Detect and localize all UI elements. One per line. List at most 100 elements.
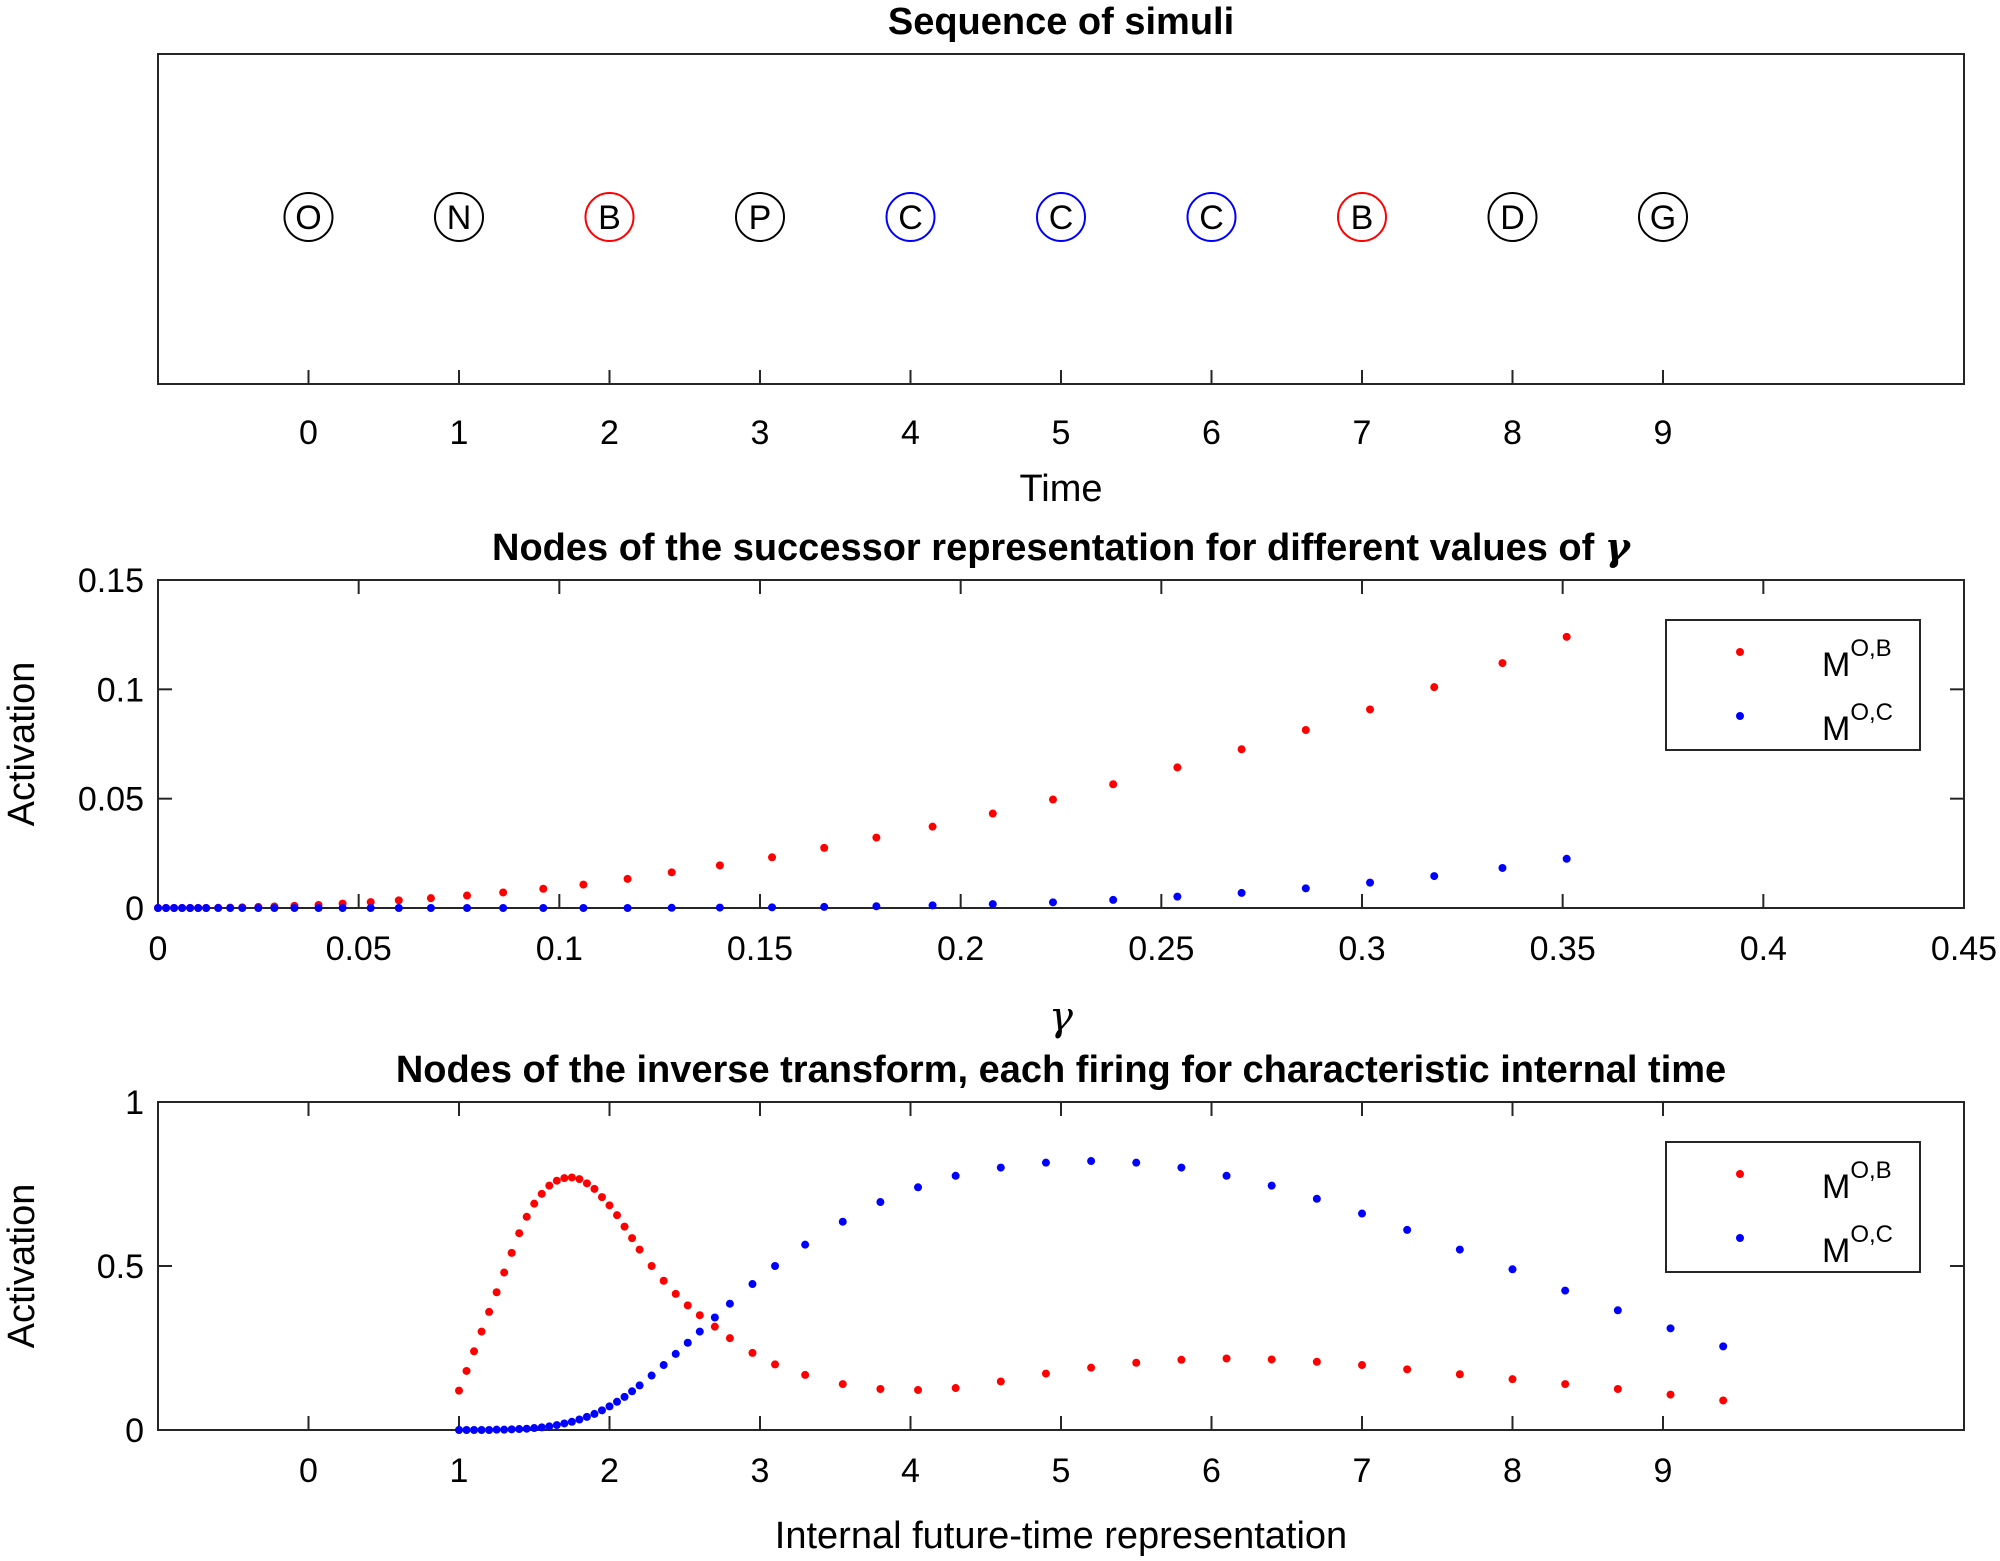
panel2-legend-marker xyxy=(1736,648,1744,656)
panel3-data-point xyxy=(613,1397,622,1406)
panel3-data-point xyxy=(620,1222,629,1231)
panel3-data-point xyxy=(575,1175,584,1184)
panel2-data-point xyxy=(202,904,211,912)
panel2-data-point xyxy=(270,904,279,912)
panel3-data-point xyxy=(876,1198,885,1207)
panel3-data-point xyxy=(530,1424,539,1433)
panel3-data-point xyxy=(876,1385,885,1393)
panel2-x-tick-label: 0.4 xyxy=(1740,930,1787,968)
panel3-data-point xyxy=(671,1289,680,1298)
panel2-y-tick-label: 0.05 xyxy=(78,781,144,819)
panel3-legend-marker xyxy=(1736,1170,1744,1178)
panel3-x-tick-label: 1 xyxy=(450,1452,469,1490)
panel2-data-point xyxy=(715,903,724,912)
panel2-data-point xyxy=(1366,878,1375,887)
panel3-data-point xyxy=(996,1163,1005,1172)
panel3-data-point xyxy=(605,1201,614,1210)
panel3-data-point xyxy=(1358,1209,1366,1218)
panel3-data-point xyxy=(635,1381,644,1390)
panel2-legend-label-base: M xyxy=(1822,710,1850,748)
panel2-data-point xyxy=(1430,872,1439,881)
panel2-data-point xyxy=(366,904,375,912)
panel2-x-tick-label: 0.25 xyxy=(1128,930,1194,968)
panel2-data-point xyxy=(928,822,937,831)
panel3-data-point xyxy=(671,1349,680,1358)
panel3-data-point xyxy=(771,1262,780,1270)
panel3-legend-label-base: M xyxy=(1822,1232,1850,1270)
panel3-data-point xyxy=(635,1245,644,1254)
panel3-data-point xyxy=(582,1179,591,1188)
panel3-data-point xyxy=(530,1199,539,1208)
stimulus-label: O xyxy=(295,199,321,237)
stimulus-label: C xyxy=(1049,199,1074,237)
panel3-data-point xyxy=(560,1419,569,1428)
panel3-data-point xyxy=(567,1173,576,1182)
panel2-x-axis-label: γ xyxy=(1049,994,1073,1040)
stimulus-sequence-panel: Sequence of simuli O N B P C C C B D G 0 1 2 3 4 5 6 7 8 9… xyxy=(157,1,1965,510)
panel2-data-point xyxy=(499,904,508,912)
panel3-data-point xyxy=(537,1423,546,1432)
panel3-data-point xyxy=(1508,1265,1517,1274)
panel3-legend-label: MO,B xyxy=(1822,1157,1892,1206)
stimulus-label: P xyxy=(749,199,772,237)
panel2-legend-label-base: M xyxy=(1822,646,1850,684)
panel3-data-point xyxy=(1561,1380,1570,1389)
stimulus-circle xyxy=(584,192,635,242)
panel3-data-point xyxy=(725,1299,734,1308)
panel3-data-point xyxy=(628,1387,637,1396)
panel3-data-point xyxy=(507,1425,516,1434)
panel3-data-point xyxy=(597,1406,606,1415)
panel1-x-axis-label: Time xyxy=(1019,468,1102,510)
panel2-data-point xyxy=(1301,726,1310,735)
panel3-data-point xyxy=(605,1402,614,1411)
panel3-data-point xyxy=(914,1385,923,1394)
panel3-data-point xyxy=(552,1176,561,1185)
panel2-data-point xyxy=(988,809,997,818)
panel2-x-tick-label: 0.35 xyxy=(1530,930,1596,968)
panel1-x-tick-label: 3 xyxy=(751,414,770,452)
panel2-data-point xyxy=(1301,884,1310,893)
stimulus-circle xyxy=(1036,192,1086,242)
panel2-data-point xyxy=(186,904,195,912)
inverse-transform-panel: Nodes of the inverse transform, each fir… xyxy=(1,1049,1965,1557)
panel2-data-point xyxy=(426,894,435,903)
panel3-data-point xyxy=(951,1171,960,1180)
panel3-data-point xyxy=(1403,1225,1412,1234)
panel2-data-point xyxy=(768,903,777,912)
stimulus-label: C xyxy=(898,199,923,237)
panel2-y-tick-label: 0.15 xyxy=(78,562,144,600)
panel2-legend-box xyxy=(1665,619,1921,751)
successor-representation-panel: Nodes of the successor representation fo… xyxy=(1,524,1997,1040)
panel3-data-point xyxy=(477,1426,486,1434)
panel2-x-tick-label: 0.45 xyxy=(1931,930,1997,968)
panel2-data-point xyxy=(1237,745,1246,754)
panel1-x-tick-label: 2 xyxy=(600,414,619,452)
panel3-data-point xyxy=(1041,1369,1050,1378)
panel3-data-point xyxy=(515,1425,524,1434)
panel3-data-point xyxy=(1719,1342,1728,1351)
panel3-data-point xyxy=(683,1301,692,1310)
panel2-y-tick-label: 0.1 xyxy=(97,671,144,709)
panel3-data-point xyxy=(560,1174,569,1183)
panel3-x-tick-label: 0 xyxy=(299,1452,318,1490)
panel3-y-tick-label: 0.5 xyxy=(97,1248,144,1286)
panel3-x-tick-label: 3 xyxy=(751,1452,770,1490)
panel2-data-point xyxy=(1366,705,1375,714)
panel2-data-point xyxy=(1048,795,1057,804)
panel3-data-point xyxy=(1087,1157,1096,1166)
panel2-data-point xyxy=(539,884,548,893)
panel3-data-point xyxy=(1358,1361,1366,1370)
panel2-data-point xyxy=(539,904,548,912)
panel3-data-point xyxy=(590,1184,599,1193)
panel3-data-point xyxy=(748,1348,757,1357)
panel2-data-point xyxy=(872,902,881,911)
panel3-data-point xyxy=(695,1327,704,1336)
panel2-data-point xyxy=(623,874,632,883)
panel2-data-point xyxy=(1430,683,1439,692)
panel1-x-tick-label: 8 xyxy=(1503,414,1522,452)
panel3-y-tick-label: 1 xyxy=(125,1084,144,1122)
panel2-axes-box xyxy=(157,579,1965,909)
panel3-data-point xyxy=(522,1212,531,1221)
panel3-data-point xyxy=(500,1268,509,1277)
